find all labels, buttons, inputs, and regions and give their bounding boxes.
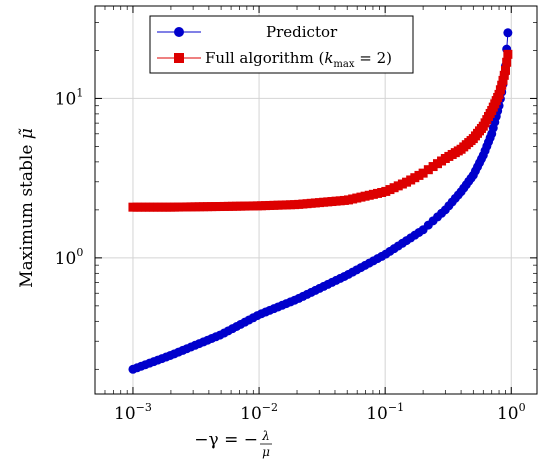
series-layer [128, 28, 513, 374]
data-point-full-algorithm [503, 49, 513, 59]
x-axis-label-denominator: μ [262, 445, 270, 459]
y-axis-label: Maximum stable μ̃ [17, 128, 37, 288]
data-point-full-algorithm [500, 65, 510, 75]
legend-marker-predictor [174, 27, 184, 37]
x-axis-label-numerator: λ [261, 429, 270, 443]
tick-labels: 10−3 10−2 10−1 100 100 101 [55, 86, 526, 424]
data-point-full-algorithm [494, 89, 504, 99]
legend-entry-predictor: Predictor [157, 23, 338, 41]
data-point-full-algorithm [499, 70, 509, 80]
series-full-algorithm [128, 49, 513, 212]
svg-text:Maximum stable μ̃: Maximum stable μ̃ [17, 128, 37, 288]
y-tick-label: 101 [55, 86, 84, 109]
y-axis-label-text: Maximum stable [17, 139, 37, 288]
plot-frame [94, 5, 538, 395]
data-point-full-algorithm [502, 57, 512, 67]
x-tick-label: 100 [497, 401, 526, 424]
legend-entry-full-algorithm: Full algorithm (kmax = 2) [157, 49, 392, 70]
x-tick-label: 10−3 [114, 401, 152, 424]
y-tick-label: 100 [55, 246, 84, 269]
y-axis-label-symbol: μ̃ [17, 128, 37, 139]
data-point-full-algorithm [495, 85, 505, 95]
x-tick-label: 10−1 [366, 401, 404, 424]
data-point-full-algorithm [498, 75, 508, 85]
legend-label-predictor: Predictor [266, 23, 338, 41]
data-point-full-algorithm [423, 165, 433, 175]
data-point-full-algorithm [497, 80, 507, 90]
series-line-full-algorithm [133, 54, 509, 208]
data-point-full-algorithm [418, 168, 428, 178]
x-tick-label: 10−2 [240, 401, 278, 424]
x-axis-label-prefix: −γ = − [194, 430, 258, 450]
x-axis-label: −γ = − λ μ [194, 429, 272, 459]
axis-ticks [95, 6, 537, 394]
legend: Predictor Full algorithm (kmax = 2) [149, 15, 414, 74]
legend-label-full-algorithm: Full algorithm (kmax = 2) [205, 49, 392, 70]
data-point-predictor [503, 28, 513, 38]
legend-marker-full-algorithm [174, 53, 184, 63]
legend-box [149, 15, 414, 74]
